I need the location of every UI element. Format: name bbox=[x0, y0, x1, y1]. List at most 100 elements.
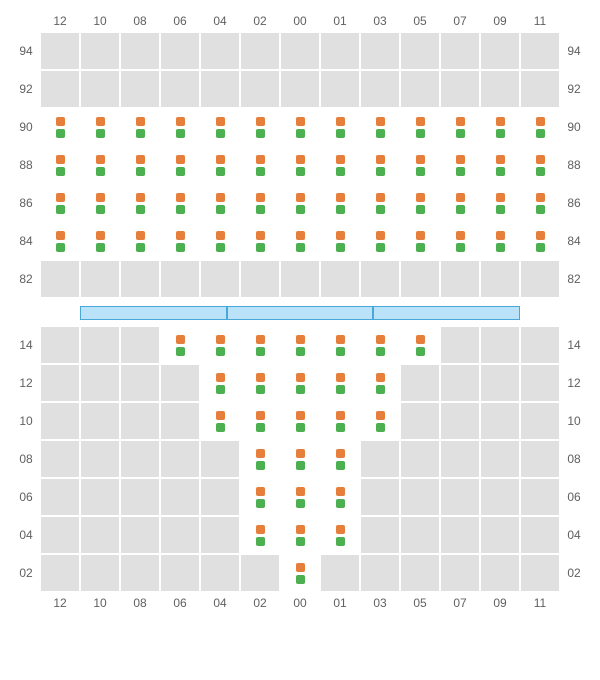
slot-filled[interactable] bbox=[360, 364, 400, 402]
slot-filled[interactable] bbox=[400, 222, 440, 260]
status-marker-b bbox=[256, 129, 265, 138]
slot-filled[interactable] bbox=[280, 108, 320, 146]
slot-filled[interactable] bbox=[240, 440, 280, 478]
slot-filled[interactable] bbox=[320, 184, 360, 222]
slot-filled[interactable] bbox=[240, 222, 280, 260]
slot-filled[interactable] bbox=[160, 326, 200, 364]
slot-filled[interactable] bbox=[240, 108, 280, 146]
slot-filled[interactable] bbox=[480, 146, 520, 184]
slot-filled[interactable] bbox=[320, 440, 360, 478]
slot-filled[interactable] bbox=[360, 108, 400, 146]
slot-filled[interactable] bbox=[240, 516, 280, 554]
slot-filled[interactable] bbox=[360, 402, 400, 440]
slot-filled[interactable] bbox=[200, 184, 240, 222]
slot-filled[interactable] bbox=[360, 146, 400, 184]
slot-filled[interactable] bbox=[280, 364, 320, 402]
slot-filled[interactable] bbox=[480, 184, 520, 222]
col-label: 05 bbox=[400, 592, 440, 614]
slot-filled[interactable] bbox=[80, 108, 120, 146]
slot-filled[interactable] bbox=[160, 108, 200, 146]
slot-filled[interactable] bbox=[120, 184, 160, 222]
slot-filled[interactable] bbox=[320, 478, 360, 516]
slot-filled[interactable] bbox=[320, 516, 360, 554]
slot-filled[interactable] bbox=[320, 402, 360, 440]
slot-filled[interactable] bbox=[240, 364, 280, 402]
slot-filled[interactable] bbox=[240, 478, 280, 516]
slot-empty bbox=[400, 478, 440, 516]
slot-filled[interactable] bbox=[400, 108, 440, 146]
slot-filled[interactable] bbox=[400, 184, 440, 222]
slot-filled[interactable] bbox=[80, 222, 120, 260]
slot-filled[interactable] bbox=[440, 222, 480, 260]
slot-filled[interactable] bbox=[160, 222, 200, 260]
status-marker-b bbox=[296, 385, 305, 394]
col-label: 03 bbox=[360, 10, 400, 32]
slot-filled[interactable] bbox=[200, 222, 240, 260]
slot-filled[interactable] bbox=[360, 326, 400, 364]
slot-filled[interactable] bbox=[280, 326, 320, 364]
slot-filled[interactable] bbox=[280, 184, 320, 222]
slot-filled[interactable] bbox=[120, 222, 160, 260]
slot-filled[interactable] bbox=[280, 554, 320, 592]
slot-filled[interactable] bbox=[120, 146, 160, 184]
slot-filled[interactable] bbox=[200, 364, 240, 402]
slot-filled[interactable] bbox=[240, 326, 280, 364]
slot-filled[interactable] bbox=[320, 364, 360, 402]
status-marker-b bbox=[336, 129, 345, 138]
slot-filled[interactable] bbox=[200, 402, 240, 440]
slot-filled[interactable] bbox=[240, 402, 280, 440]
slot-empty bbox=[280, 70, 320, 108]
slot-filled[interactable] bbox=[320, 326, 360, 364]
slot-filled[interactable] bbox=[320, 108, 360, 146]
slot-filled[interactable] bbox=[40, 184, 80, 222]
slot-filled[interactable] bbox=[160, 184, 200, 222]
slot-filled[interactable] bbox=[240, 146, 280, 184]
slot-filled[interactable] bbox=[320, 222, 360, 260]
slot-filled[interactable] bbox=[480, 222, 520, 260]
slot-filled[interactable] bbox=[440, 184, 480, 222]
slot-filled[interactable] bbox=[40, 108, 80, 146]
slot-filled[interactable] bbox=[360, 222, 400, 260]
col-label: 11 bbox=[520, 10, 560, 32]
slot-empty bbox=[80, 260, 120, 298]
status-marker-a bbox=[336, 193, 345, 202]
status-marker-b bbox=[376, 385, 385, 394]
status-marker-a bbox=[96, 193, 105, 202]
slot-filled[interactable] bbox=[520, 146, 560, 184]
slot-filled[interactable] bbox=[280, 516, 320, 554]
slot-filled[interactable] bbox=[280, 146, 320, 184]
status-marker-a bbox=[416, 231, 425, 240]
slot-filled[interactable] bbox=[200, 326, 240, 364]
slot-filled[interactable] bbox=[160, 146, 200, 184]
slot-filled[interactable] bbox=[400, 326, 440, 364]
slot-filled[interactable] bbox=[40, 222, 80, 260]
status-marker-b bbox=[96, 205, 105, 214]
slot-empty bbox=[520, 364, 560, 402]
status-marker-b bbox=[376, 129, 385, 138]
slot-filled[interactable] bbox=[400, 146, 440, 184]
slot-filled[interactable] bbox=[440, 108, 480, 146]
status-marker-b bbox=[256, 537, 265, 546]
slot-empty bbox=[280, 260, 320, 298]
status-marker-a bbox=[136, 117, 145, 126]
slot-filled[interactable] bbox=[520, 184, 560, 222]
slot-filled[interactable] bbox=[440, 146, 480, 184]
slot-filled[interactable] bbox=[280, 402, 320, 440]
slot-filled[interactable] bbox=[80, 184, 120, 222]
slot-filled[interactable] bbox=[480, 108, 520, 146]
slot-filled[interactable] bbox=[40, 146, 80, 184]
slot-filled[interactable] bbox=[280, 222, 320, 260]
slot-filled[interactable] bbox=[280, 440, 320, 478]
slot-filled[interactable] bbox=[520, 108, 560, 146]
slot-filled[interactable] bbox=[120, 108, 160, 146]
status-marker-a bbox=[536, 117, 545, 126]
slot-filled[interactable] bbox=[200, 108, 240, 146]
slot-filled[interactable] bbox=[240, 184, 280, 222]
slot-filled[interactable] bbox=[520, 222, 560, 260]
slot-filled[interactable] bbox=[280, 478, 320, 516]
slot-filled[interactable] bbox=[80, 146, 120, 184]
slot-filled[interactable] bbox=[320, 146, 360, 184]
slot-filled[interactable] bbox=[200, 146, 240, 184]
slot-filled[interactable] bbox=[360, 184, 400, 222]
col-label: 12 bbox=[40, 592, 80, 614]
